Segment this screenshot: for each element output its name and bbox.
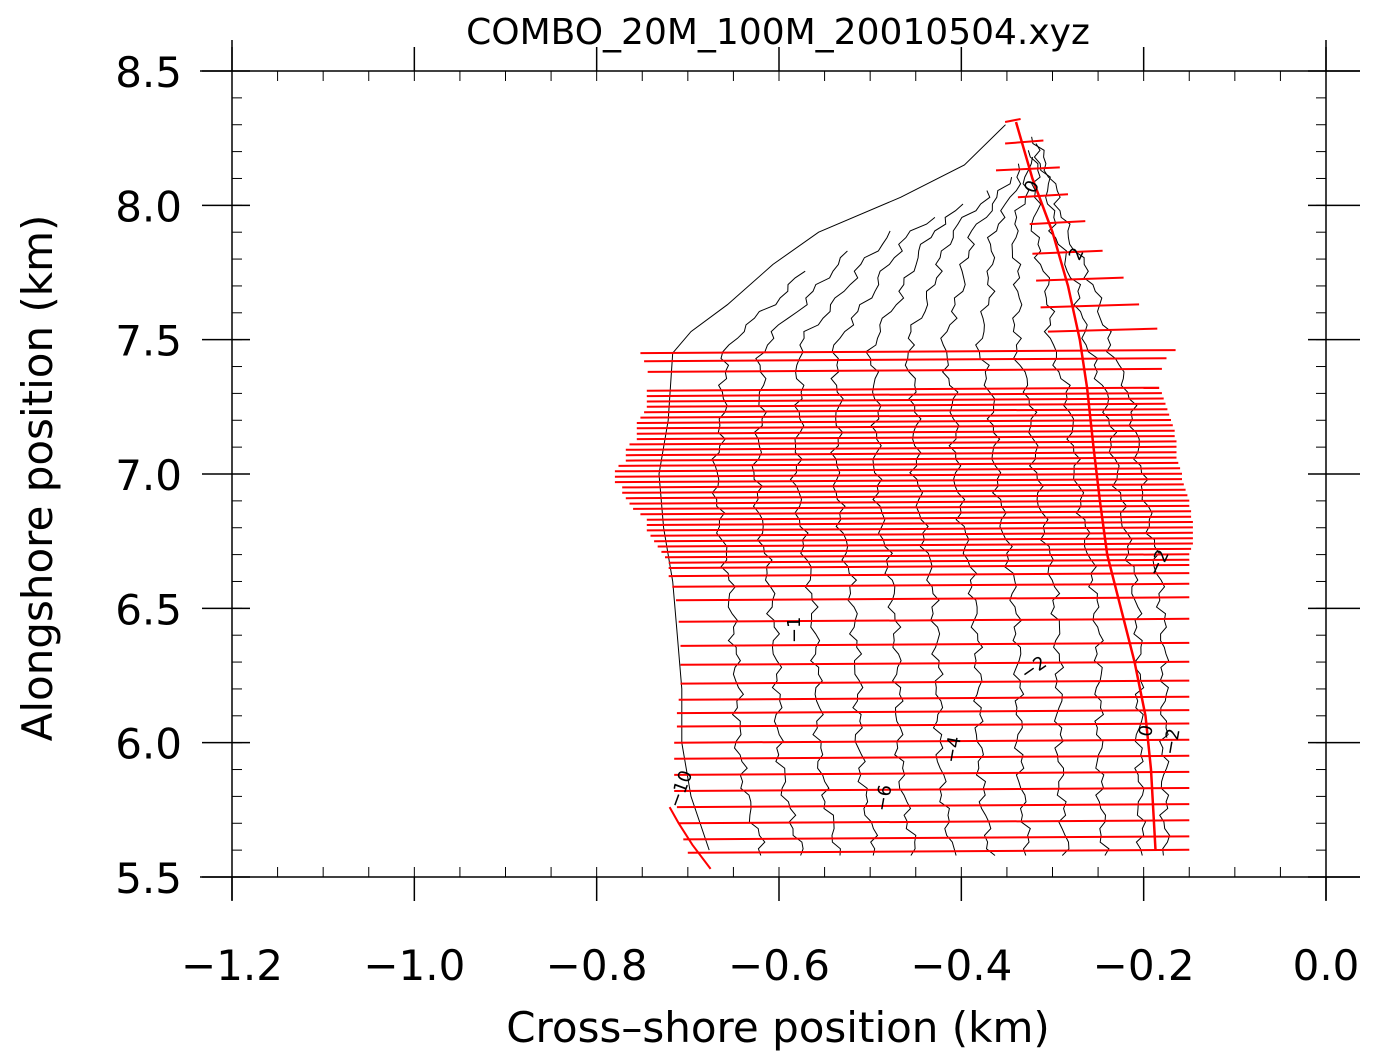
depth-contour [1033,143,1147,856]
survey-transect [654,537,1193,543]
y-tick-label: 7.0 [115,451,182,500]
survey-transect [625,456,1177,462]
survey-transect [646,397,1164,403]
offshore-survey-trace [668,806,712,870]
survey-transect [650,531,1193,537]
depth-contour [789,230,891,856]
survey-transect [1017,193,1069,199]
survey-transect [678,617,1190,623]
depth-contour [1027,150,1110,856]
survey-transect [664,553,1190,559]
survey-transect [680,641,1190,647]
y-tick-label: 5.5 [115,854,182,903]
y-tick-label: 8.5 [115,48,182,97]
survey-transect [674,787,1190,792]
survey-transect [640,413,1170,419]
survey-transect [636,424,1173,430]
y-tick-label: 6.5 [115,585,182,634]
contour-label: −2 [1159,727,1184,757]
survey-transect [633,504,1190,510]
survey-transect [1032,249,1103,255]
survey-transect [640,349,1176,355]
survey-transect [646,515,1192,521]
survey-transect [614,478,1183,484]
survey-transect [995,166,1060,172]
survey-transect [644,408,1168,414]
survey-transect [672,582,1190,588]
contour-label: −6 [871,783,896,813]
x-tick-label: −0.4 [910,941,1012,990]
survey-transect [657,542,1193,548]
survey-transect [661,547,1192,553]
survey-transect [646,526,1193,532]
survey-transect [683,835,1190,841]
survey-transect [640,510,1192,516]
survey-transect [668,572,1190,578]
shoreline-trace [1014,121,1157,851]
survey-transect [680,679,1190,685]
contour-label: 0 [1135,723,1158,738]
survey-transect [680,660,1190,666]
survey-transect [647,367,1162,373]
x-tick-label: −0.2 [1093,941,1195,990]
survey-transect [674,770,1190,776]
y-tick-label: 7.5 [115,317,182,366]
contour-label: −1 [784,617,805,644]
survey-transect [622,483,1184,489]
survey-transect [668,558,1190,564]
x-tick-label: −0.6 [728,941,830,990]
survey-transect [644,357,1167,363]
survey-transect [636,429,1175,435]
survey-transect [629,499,1190,505]
contour-label: −4 [941,735,966,765]
survey-transect [1004,118,1021,123]
survey-transect [625,445,1177,451]
survey-transect [636,419,1172,424]
survey-transect [625,451,1177,457]
x-tick-label: 0.0 [1293,941,1360,990]
survey-transect [675,596,1190,602]
survey-transect [668,564,1190,569]
y-tick-label: 8.0 [115,182,182,231]
axes: −1.2 −1.0 −0.8 −0.6 −0.4 −0.2 0.0 5.5 6.0 6.5 7.0 7… [115,40,1360,990]
survey-transect [1047,327,1158,333]
plot-area: 02−2−1−2−4−6−100 −2 [614,118,1193,870]
chart-title: COMBO_20M_100M_20010504.xyz [466,12,1090,53]
survey-transect [622,488,1186,494]
y-axis-label: Alongshore position (km) [13,215,62,742]
survey-transect [1040,303,1140,309]
survey-transect [646,392,1162,398]
survey-transect [1029,220,1086,226]
depth-contour-offshore [658,124,1006,851]
survey-transect [1036,276,1124,282]
survey-transect [614,467,1181,473]
x-tick-label: −0.8 [546,941,648,990]
x-axis-label: Cross–shore position (km) [506,1003,1050,1052]
y-tick-label: 6.0 [115,720,182,769]
survey-transect [674,754,1190,760]
survey-transect [1005,139,1044,145]
survey-transect [676,803,1190,809]
survey-transect [687,848,1190,854]
survey-transect [646,386,1160,392]
survey-transect [636,435,1175,441]
survey-transect [618,461,1179,467]
depth-contour [940,176,1013,856]
survey-transect [676,722,1190,728]
survey-transect [614,472,1183,478]
survey-transect [676,709,1190,715]
survey-transect [646,402,1166,408]
survey-transect [629,440,1177,446]
survey-transect [625,494,1188,500]
x-tick-label: −1.0 [363,941,465,990]
survey-transect [678,695,1190,701]
x-tick-label: −1.2 [181,941,283,990]
survey-transect [674,738,1190,744]
depth-contour [830,217,936,856]
survey-transect [678,819,1190,825]
